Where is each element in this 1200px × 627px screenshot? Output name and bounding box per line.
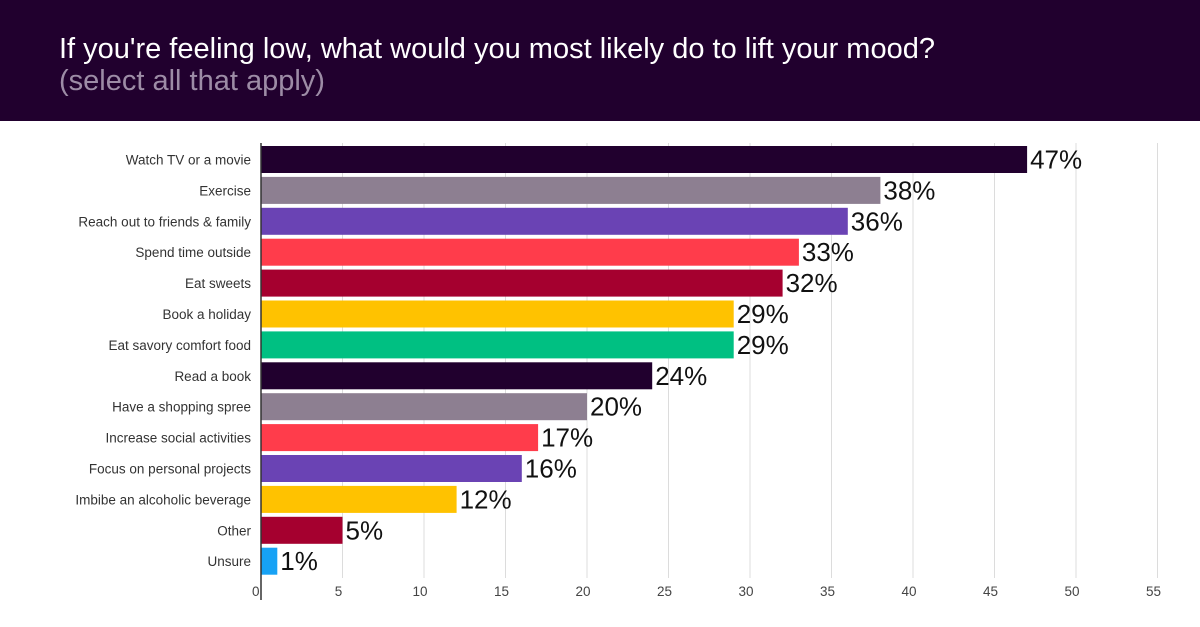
bar: [261, 516, 343, 544]
bar: [261, 455, 522, 482]
category-label: Reach out to friends & family: [78, 214, 251, 229]
data-label: 36%: [851, 206, 903, 236]
category-label: Imbibe an alcoholic beverage: [75, 492, 251, 507]
bars: [261, 146, 1028, 575]
chart-title: If you're feeling low, what would you mo…: [59, 33, 935, 65]
bar: [261, 424, 539, 452]
bar: [261, 485, 457, 513]
data-label: 20%: [590, 392, 642, 422]
header-banner: If you're feeling low, what would you mo…: [0, 0, 1200, 121]
data-label: 24%: [655, 361, 707, 391]
data-label: 33%: [802, 237, 854, 267]
bar: [261, 331, 734, 359]
bar: [261, 207, 848, 235]
data-label: 17%: [541, 423, 593, 453]
data-label: 1%: [280, 546, 318, 576]
labels: 0 5 10 15 20 25 30 35 40 45 50 55 Watch TV or a movi…: [75, 145, 1161, 600]
category-label: Increase social activities: [105, 431, 251, 446]
category-label: Exercise: [199, 183, 251, 198]
x-tick-label: 5: [335, 584, 343, 599]
category-label: Book a holiday: [162, 307, 251, 322]
category-label: Other: [217, 523, 251, 538]
data-label: 29%: [737, 330, 789, 360]
bar: [261, 300, 734, 328]
x-tick-label: 20: [575, 584, 590, 599]
bar: [261, 393, 587, 421]
x-tick-label: 10: [412, 584, 427, 599]
x-tick-label: 50: [1064, 584, 1079, 599]
x-tick-label: 45: [983, 584, 998, 599]
category-label: Have a shopping spree: [112, 400, 251, 415]
category-label: Focus on personal projects: [89, 462, 251, 477]
data-label: 38%: [883, 175, 935, 205]
category-label: Spend time outside: [135, 245, 251, 260]
x-tick-label: 30: [738, 584, 753, 599]
data-label: 12%: [460, 484, 512, 514]
data-label: 29%: [737, 299, 789, 329]
bar: [261, 176, 881, 204]
category-label: Eat savory comfort food: [108, 338, 251, 353]
x-tick-label: 25: [657, 584, 672, 599]
category-label: Eat sweets: [185, 276, 251, 291]
bar: [261, 362, 653, 390]
bar: [261, 269, 783, 297]
chart-subtitle: (select all that apply): [59, 65, 325, 97]
data-label: 32%: [786, 268, 838, 298]
x-tick-label: 15: [494, 584, 509, 599]
bar: [261, 146, 1028, 173]
category-label: Read a book: [174, 369, 251, 384]
x-tick-label: 40: [901, 584, 916, 599]
category-label: Unsure: [207, 554, 251, 569]
data-label: 5%: [346, 515, 384, 545]
data-label: 47%: [1030, 145, 1082, 175]
x-tick-label: 35: [820, 584, 835, 599]
data-label: 16%: [525, 454, 577, 484]
bar: [261, 547, 278, 575]
x-tick-label: 0: [252, 584, 260, 599]
x-tick-label: 55: [1146, 584, 1161, 599]
category-label: Watch TV or a movie: [126, 153, 251, 168]
bar: [261, 238, 799, 266]
